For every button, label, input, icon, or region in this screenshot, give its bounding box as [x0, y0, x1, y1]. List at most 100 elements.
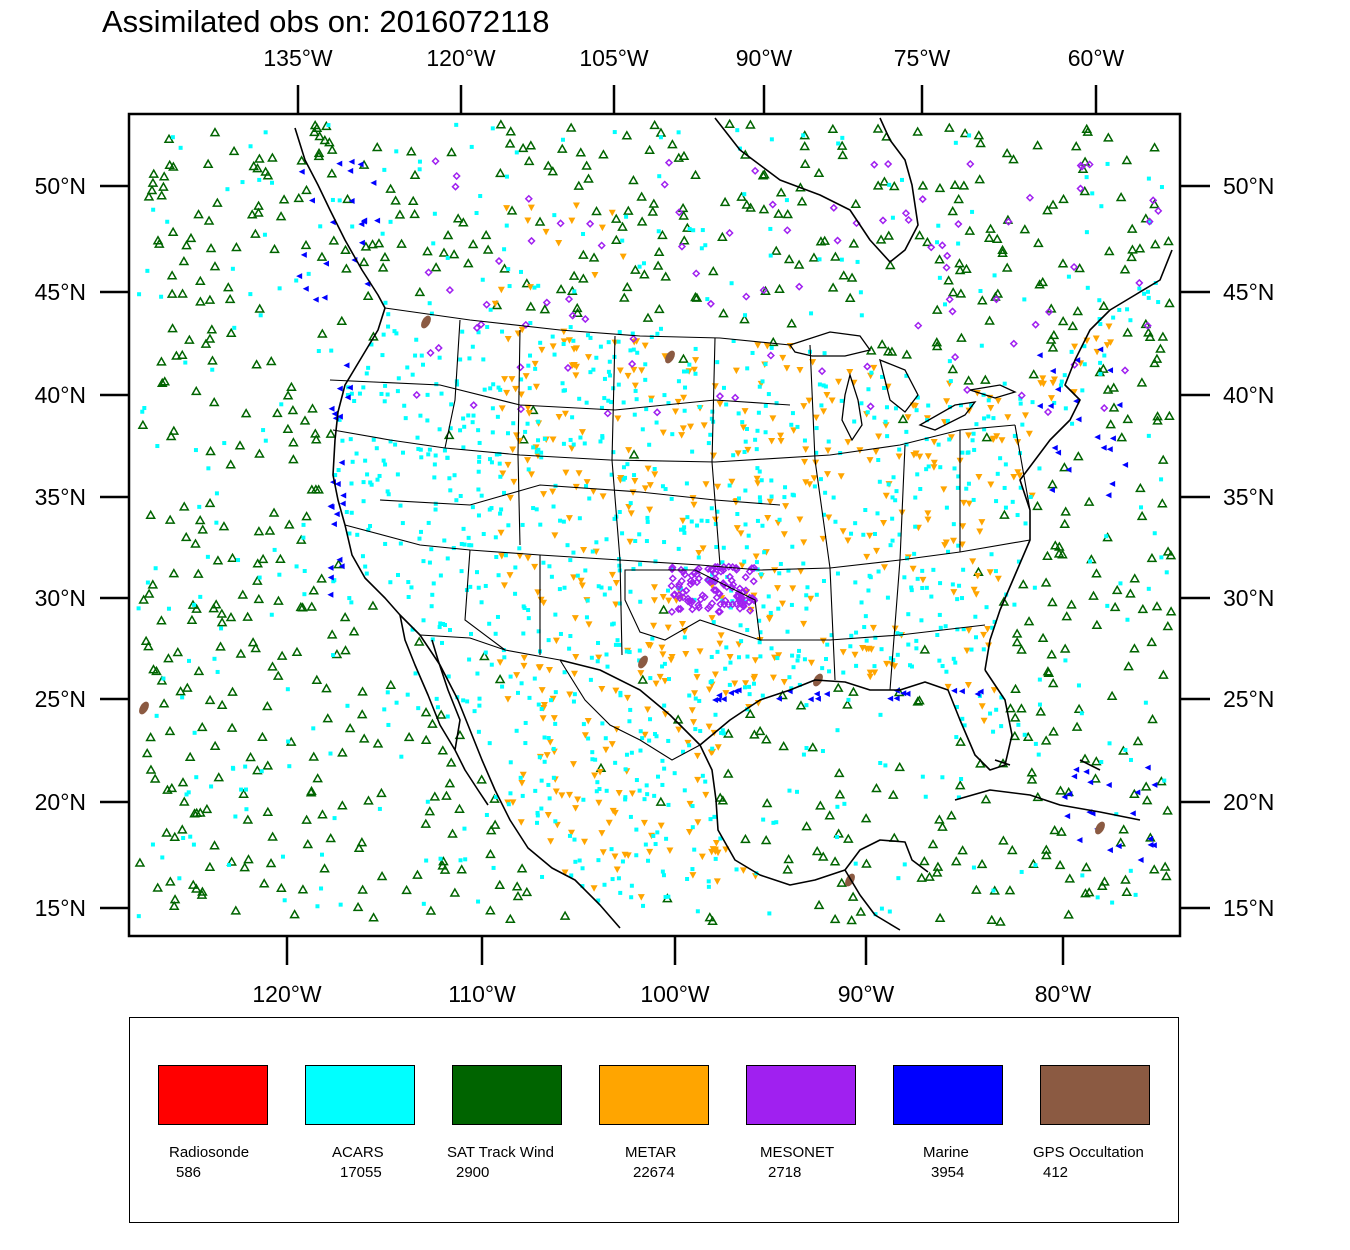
obs-marker-triangle-up	[325, 428, 337, 438]
obs-marker-square	[1003, 462, 1008, 467]
obs-marker-square	[1016, 559, 1021, 564]
obs-marker-triangle-up	[216, 699, 228, 709]
obs-marker-triangle-up	[321, 683, 332, 693]
obs-marker-triangle-down	[819, 535, 827, 543]
obs-marker-square	[181, 836, 186, 841]
obs-marker-diamond	[942, 263, 951, 272]
obs-marker-square	[419, 353, 424, 358]
obs-marker-triangle-up	[145, 509, 156, 520]
obs-marker-square	[967, 133, 972, 138]
obs-marker-square	[459, 569, 464, 574]
obs-marker-square	[388, 580, 393, 585]
bottom-lon-label: 110°W	[448, 981, 516, 1007]
obs-marker-square	[437, 427, 442, 432]
obs-marker-triangle-up	[931, 304, 943, 314]
obs-marker-triangle-down	[739, 424, 747, 431]
obs-marker-square	[864, 638, 869, 643]
lat-ticks	[100, 184, 1210, 910]
obs-marker-square	[493, 795, 498, 800]
obs-marker-square	[539, 450, 544, 455]
obs-marker-square	[617, 509, 622, 514]
obs-marker-triangle-down	[978, 703, 986, 710]
obs-marker-triangle-up	[1163, 235, 1174, 246]
obs-marker-square	[629, 883, 634, 888]
obs-marker-triangle-up	[376, 871, 388, 881]
obs-marker-triangle-down	[613, 866, 621, 874]
obs-marker-square	[352, 399, 357, 404]
obs-marker-square	[508, 760, 513, 765]
obs-marker-diamond	[715, 392, 725, 401]
obs-marker-triangle-up	[773, 208, 784, 218]
obs-marker-square	[476, 513, 481, 518]
obs-marker-square	[638, 748, 643, 753]
obs-marker-square	[577, 516, 582, 521]
obs-marker-square	[926, 464, 931, 469]
obs-marker-square	[421, 559, 426, 564]
obs-marker-square	[474, 211, 479, 216]
obs-marker-triangle-down	[965, 627, 973, 634]
obs-marker-triangle-down	[631, 382, 639, 390]
obs-marker-triangle-up	[253, 200, 264, 210]
obs-marker-triangle-up	[1129, 788, 1140, 798]
obs-marker-square	[344, 510, 349, 515]
obs-marker-diamond	[724, 600, 733, 609]
obs-marker-triangle-up	[1079, 156, 1091, 166]
obs-marker-square	[487, 457, 492, 462]
obs-marker-triangle-up	[673, 152, 685, 162]
obs-marker-triangle-down	[573, 345, 581, 352]
bottom-lon-label: 100°W	[640, 981, 710, 1007]
obs-marker-square	[433, 501, 438, 506]
obs-marker-square	[625, 462, 630, 467]
obs-marker-triangle-up	[262, 700, 273, 711]
obs-marker-square	[766, 594, 771, 599]
obs-marker-square	[476, 428, 481, 433]
obs-marker-square	[552, 352, 557, 357]
obs-marker-triangle-up	[1040, 577, 1052, 587]
obs-marker-triangle-up	[943, 275, 954, 285]
obs-marker-square	[345, 392, 350, 397]
obs-marker-triangle-down	[627, 510, 635, 517]
obs-marker-triangle-up	[159, 376, 171, 386]
obs-marker-square	[652, 466, 657, 471]
obs-marker-triangle-up	[934, 254, 945, 264]
obs-marker-square	[277, 572, 282, 577]
obs-marker-square	[617, 330, 622, 335]
obs-marker-diamond	[682, 586, 691, 595]
obs-marker-square	[888, 543, 893, 548]
obs-marker-triangle-down	[839, 528, 847, 535]
obs-marker-triangle-up	[134, 857, 146, 867]
obs-marker-square	[768, 226, 773, 231]
obs-marker-square	[302, 568, 307, 573]
obs-marker-triangle-up	[444, 778, 456, 788]
obs-marker-square	[495, 414, 500, 419]
obs-marker-square	[747, 684, 752, 689]
obs-marker-square	[661, 873, 666, 878]
obs-marker-triangle-down	[1050, 376, 1058, 383]
obs-marker-triangle-up	[897, 413, 909, 424]
obs-marker-triangle-up	[1042, 666, 1054, 676]
obs-marker-triangle-down	[950, 537, 958, 545]
obs-marker-square	[209, 784, 214, 789]
obs-marker-triangle-down	[866, 457, 874, 464]
obs-marker-triangle-up	[286, 381, 297, 392]
obs-marker-square	[753, 437, 758, 442]
obs-marker-diamond	[688, 597, 697, 606]
obs-marker-square	[386, 312, 391, 317]
obs-marker-triangle-up	[164, 725, 176, 736]
obs-marker-triangle-up	[209, 261, 221, 271]
obs-marker-triangle-down	[965, 432, 973, 439]
obs-marker-square	[594, 355, 599, 360]
obs-marker-square	[993, 569, 998, 574]
obs-marker-triangle-down	[565, 515, 573, 522]
obs-marker-triangle-down	[994, 397, 1002, 405]
obs-marker-triangle-up	[637, 674, 649, 684]
obs-marker-triangle-up	[917, 180, 929, 190]
obs-marker-triangle-up	[512, 890, 524, 901]
obs-marker-triangle-up	[177, 288, 188, 298]
obs-marker-triangle-up	[301, 511, 312, 521]
map-title: Assimilated obs on: 2016072118	[102, 4, 550, 39]
obs-marker-triangle-up	[167, 323, 178, 333]
legend-swatch	[452, 1065, 562, 1125]
obs-marker-square	[557, 587, 562, 592]
obs-marker-square	[504, 174, 509, 179]
